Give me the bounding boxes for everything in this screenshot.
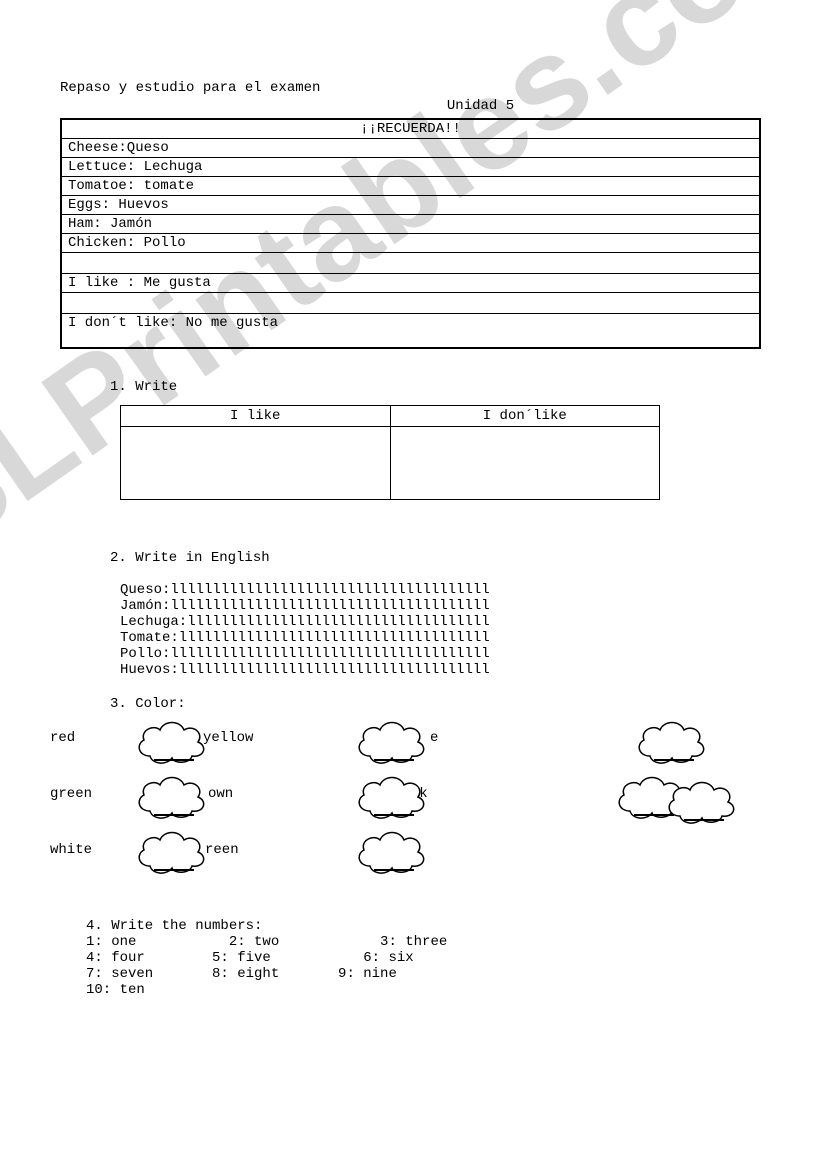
cloud-icon: [130, 718, 210, 768]
english-line: Pollo:llllllllllllllllllllllllllllllllll…: [120, 646, 761, 662]
recuerda-row: Cheese:Queso: [62, 139, 759, 158]
section-english: 2. Write in English Queso:llllllllllllll…: [110, 550, 761, 678]
numbers-row: 10: ten: [86, 982, 761, 998]
numbers-row: 4: four 5: five 6: six: [86, 950, 761, 966]
english-line: Huevos:lllllllllllllllllllllllllllllllll…: [120, 662, 761, 678]
numbers-row: 1: one 2: two 3: three: [86, 934, 761, 950]
cloud-icon: [130, 773, 210, 823]
cloud-icon: [630, 718, 710, 768]
recuerda-row: Chicken: Pollo: [62, 234, 759, 253]
color-label-own: own: [208, 786, 233, 802]
recuerda-row: Lettuce: Lechuga: [62, 158, 759, 177]
color-label-red: red: [50, 730, 75, 746]
cloud-icon: [130, 828, 210, 878]
english-line: Queso:llllllllllllllllllllllllllllllllll…: [120, 582, 761, 598]
page-title: Repaso y estudio para el examen: [60, 80, 761, 96]
section4-heading: 4. Write the numbers:: [86, 918, 761, 934]
recuerda-like: I like : Me gusta: [62, 274, 759, 293]
section-write: 1. Write I like I don´like: [110, 379, 761, 500]
recuerda-row: Eggs: Huevos: [62, 196, 759, 215]
like-table: I like I don´like: [120, 405, 660, 500]
section-color: 3. Color:: [110, 696, 761, 712]
cloud-icon: [350, 773, 430, 823]
like-col-header: I like: [121, 406, 391, 427]
recuerda-box: ¡¡RECUERDA!! Cheese:Queso Lettuce: Lechu…: [60, 118, 761, 349]
recuerda-row: Tomatoe: tomate: [62, 177, 759, 196]
section2-heading: 2. Write in English: [110, 550, 761, 566]
recuerda-header: ¡¡RECUERDA!!: [62, 120, 759, 139]
numbers-row: 7: seven 8: eight 9: nine: [86, 966, 761, 982]
dontlike-cell[interactable]: [390, 427, 660, 500]
english-line: Tomate:lllllllllllllllllllllllllllllllll…: [120, 630, 761, 646]
color-area: red yellow e green own pink white reen: [30, 718, 761, 918]
dontlike-col-header: I don´like: [390, 406, 660, 427]
color-label-yellow: yellow: [203, 730, 253, 746]
cloud-icon: [350, 828, 430, 878]
english-line: Lechuga:llllllllllllllllllllllllllllllll…: [120, 614, 761, 630]
like-cell[interactable]: [121, 427, 391, 500]
color-label-white: white: [50, 842, 92, 858]
section1-heading: 1. Write: [110, 379, 761, 395]
recuerda-blank: [62, 293, 759, 314]
recuerda-row: Ham: Jamón: [62, 215, 759, 234]
section3-heading: 3. Color:: [110, 696, 761, 712]
color-label-reen: reen: [205, 842, 239, 858]
recuerda-dontlike: I don´t like: No me gusta: [62, 314, 759, 347]
cloud-icon: [660, 778, 740, 828]
recuerda-blank: [62, 253, 759, 274]
page: Repaso y estudio para el examen Unidad 5…: [0, 0, 821, 1038]
section-numbers: 4. Write the numbers: 1: one 2: two 3: t…: [86, 918, 761, 998]
cloud-icon: [350, 718, 430, 768]
color-label-e: e: [430, 730, 438, 746]
english-line: Jamón:llllllllllllllllllllllllllllllllll…: [120, 598, 761, 614]
color-label-green: green: [50, 786, 92, 802]
page-subtitle: Unidad 5: [60, 98, 761, 114]
